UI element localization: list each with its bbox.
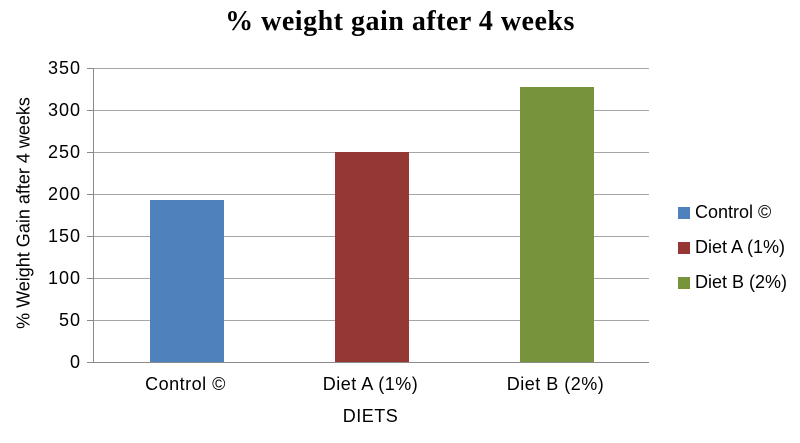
y-tick-label: 150 — [47, 226, 81, 246]
bar-2 — [519, 87, 594, 362]
x-category-label: Diet A (1%) — [322, 374, 419, 394]
y-tick-label: 0 — [69, 352, 81, 372]
bar-0 — [149, 199, 224, 362]
legend-item: Control © — [678, 202, 787, 223]
legend-swatch — [678, 241, 690, 254]
y-axis-title: % Weight Gain after 4 weeks — [13, 97, 34, 329]
bar-1 — [334, 152, 409, 362]
legend: Control © Diet A (1%) Diet B (2%) — [678, 202, 787, 307]
legend-label: Diet B (2%) — [695, 272, 788, 292]
plot-area — [87, 67, 649, 363]
y-tick-label: 100 — [47, 268, 81, 288]
y-tick-label: 350 — [47, 58, 81, 78]
y-axis-tickmark — [87, 109, 93, 111]
y-axis-tickmark — [87, 361, 93, 363]
x-category-label: Control © — [145, 374, 226, 394]
y-tick-label: 200 — [47, 184, 81, 204]
y-axis-tickmark — [87, 151, 93, 153]
legend-item: Diet A (1%) — [678, 237, 787, 258]
y-axis-tickmark — [87, 235, 93, 237]
y-axis-tickmark — [87, 67, 93, 69]
chart-title: % weight gain after 4 weeks — [225, 6, 575, 37]
y-axis-tickmark — [87, 319, 93, 321]
y-axis-tickmark — [87, 277, 93, 279]
y-tick-label: 50 — [58, 310, 81, 330]
legend-label: Control © — [695, 202, 772, 222]
y-tick-label: 250 — [47, 142, 81, 162]
gridline — [94, 109, 649, 111]
legend-label: Diet A (1%) — [695, 237, 786, 257]
x-category-label: Diet B (2%) — [506, 374, 605, 394]
x-axis-title: DIETS — [342, 406, 399, 426]
legend-item: Diet B (2%) — [678, 272, 787, 293]
legend-swatch — [678, 206, 690, 219]
y-axis-tickmark — [87, 193, 93, 195]
y-tick-label: 300 — [47, 100, 81, 120]
gridline — [94, 67, 649, 69]
legend-swatch — [678, 276, 690, 289]
